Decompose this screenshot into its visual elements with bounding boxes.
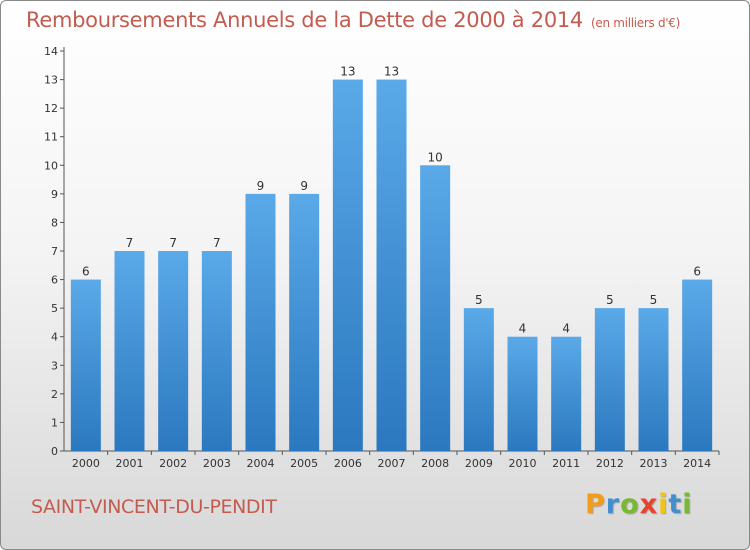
bar-value-label: 5 — [606, 293, 614, 307]
bar — [70, 279, 101, 451]
bar — [420, 165, 451, 452]
bar-value-label: 6 — [82, 265, 90, 279]
bar — [551, 336, 582, 451]
x-tick-label: 2014 — [683, 457, 711, 470]
y-tick-label: 9 — [51, 188, 58, 201]
bar-value-label: 4 — [519, 322, 527, 336]
y-tick-label: 0 — [51, 445, 58, 458]
bar — [638, 308, 669, 451]
x-tick-label: 2011 — [552, 457, 580, 470]
bar — [376, 79, 407, 452]
y-tick-label: 12 — [44, 102, 58, 115]
x-tick-label: 2012 — [596, 457, 624, 470]
logo-letter: i — [682, 489, 693, 520]
x-tick-label: 2009 — [465, 457, 493, 470]
y-tick-label: 3 — [51, 359, 58, 372]
bar-value-label: 5 — [650, 293, 658, 307]
bar — [594, 308, 625, 451]
bar-value-label: 10 — [428, 150, 443, 164]
chart-title-text: Remboursements Annuels de la Dette de 20… — [26, 8, 583, 32]
logo-letter: r — [605, 489, 621, 520]
y-tick-label: 7 — [51, 245, 58, 258]
proxiti-logo[interactable]: Proxiti — [585, 489, 693, 520]
bar — [463, 308, 494, 451]
x-tick-label: 2000 — [72, 457, 100, 470]
bar — [201, 251, 232, 451]
bar-value-label: 5 — [475, 293, 483, 307]
logo-letter: x — [639, 489, 659, 520]
chart-title: Remboursements Annuels de la Dette de 20… — [26, 8, 680, 32]
location-name: SAINT-VINCENT-DU-PENDIT — [31, 496, 277, 518]
y-tick-label: 14 — [44, 45, 58, 58]
bar — [114, 251, 145, 451]
x-tick-label: 2003 — [203, 457, 231, 470]
y-tick-label: 8 — [51, 216, 58, 229]
y-tick-label: 5 — [51, 302, 58, 315]
x-tick-label: 2006 — [334, 457, 362, 470]
y-tick-label: 4 — [51, 331, 58, 344]
y-tick-label: 10 — [44, 159, 58, 172]
bar-value-label: 9 — [300, 179, 308, 193]
x-tick-label: 2004 — [247, 457, 275, 470]
y-tick-label: 6 — [51, 274, 58, 287]
bar-value-label: 7 — [126, 236, 134, 250]
bar-value-label: 13 — [384, 65, 399, 79]
x-tick-label: 2007 — [378, 457, 406, 470]
bar — [158, 251, 189, 451]
logo-letter: P — [585, 489, 606, 520]
bar-value-label: 6 — [693, 265, 701, 279]
x-tick-label: 2008 — [421, 457, 449, 470]
y-tick-label: 11 — [44, 131, 58, 144]
bar-value-label: 7 — [213, 236, 221, 250]
logo-letter: o — [620, 489, 640, 520]
y-tick-label: 1 — [51, 416, 58, 429]
x-tick-label: 2010 — [509, 457, 537, 470]
x-tick-label: 2002 — [159, 457, 187, 470]
bar — [245, 193, 276, 451]
x-tick-label: 2013 — [640, 457, 668, 470]
bar-value-label: 7 — [169, 236, 177, 250]
bar-value-label: 9 — [257, 179, 265, 193]
logo-letter: t — [668, 489, 683, 520]
logo-letter: i — [658, 489, 669, 520]
y-tick-label: 2 — [51, 388, 58, 401]
x-tick-label: 2001 — [116, 457, 144, 470]
x-tick-label: 2005 — [290, 457, 318, 470]
y-tick-label: 13 — [44, 74, 58, 87]
bar-value-label: 4 — [562, 322, 570, 336]
bar — [289, 193, 320, 451]
bar-value-label: 13 — [340, 65, 355, 79]
bar — [507, 336, 538, 451]
chart-subtitle: (en milliers d'€) — [591, 16, 681, 30]
bar — [682, 279, 713, 451]
bar — [332, 79, 363, 452]
